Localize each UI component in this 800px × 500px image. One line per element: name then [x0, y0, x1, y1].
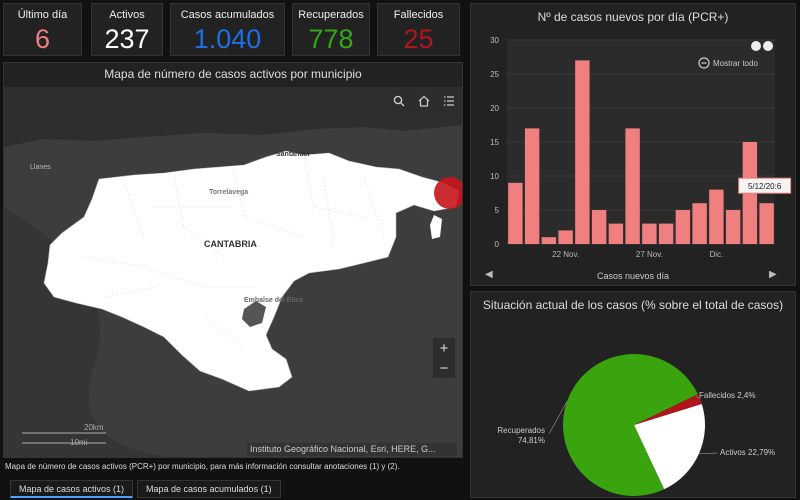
kpi-casos-acumulados: Casos acumulados 1.040 — [170, 3, 285, 56]
bar — [675, 210, 691, 244]
pie-label-fallecidos: Fallecidos 2,4% — [699, 391, 755, 400]
kpi-ultimo-dia: Último día 6 — [3, 3, 82, 56]
pie-slice-fallecidos — [634, 394, 702, 425]
bar — [591, 210, 607, 244]
kpi-value: 6 — [34, 24, 51, 54]
bar — [608, 223, 624, 244]
tab-casos-acumulados[interactable]: Mapa de casos acumulados (1) — [137, 480, 281, 498]
bar — [558, 230, 573, 244]
map-attribution[interactable]: Instituto Geográfico Nacional, Esri, HER… — [247, 443, 457, 456]
active-cases-circle — [434, 177, 462, 209]
bar — [692, 203, 707, 244]
y-tick-label: 0 — [495, 240, 500, 249]
y-tick-label: 15 — [490, 138, 499, 147]
pie-label-recuperados: 74,81% — [518, 436, 545, 445]
bar — [575, 60, 590, 245]
scale-km: 20km — [84, 423, 104, 432]
kpi-label: Último día — [17, 9, 68, 21]
x-tick-label: Dic. — [709, 250, 723, 259]
bar-tooltip-text: 5/12/20:6 — [748, 182, 782, 191]
zoom-control: + − — [433, 338, 455, 378]
bar — [759, 203, 774, 244]
kpi-recuperados: Recuperados 778 — [292, 3, 370, 56]
x-tick-label: 27 Nov. — [636, 250, 663, 259]
kpi-label: Casos acumulados — [180, 9, 275, 21]
y-tick-label: 30 — [490, 36, 499, 45]
show-all-button[interactable]: Mostrar todo — [698, 57, 758, 69]
kpi-fallecidos: Fallecidos 25 — [377, 3, 460, 56]
bar — [642, 223, 657, 244]
zoom-out-icon — [698, 57, 710, 69]
map-title: Mapa de número de casos activos por muni… — [104, 67, 362, 81]
show-all-label: Mostrar todo — [713, 59, 758, 68]
bar — [725, 210, 741, 244]
map-footnote: Mapa de número de casos activos (PCR+) p… — [5, 462, 400, 471]
y-tick-label: 20 — [490, 104, 499, 113]
y-tick-label: 25 — [490, 70, 499, 79]
place-embalse: Embalse del Ebro — [244, 297, 303, 304]
pager-dot-icon[interactable] — [751, 41, 761, 51]
zoom-in-button[interactable]: + — [439, 339, 449, 357]
bar — [625, 128, 640, 244]
kpi-activos: Activos 237 — [91, 3, 163, 56]
place-llanes: Llanes — [30, 164, 51, 171]
pie-label-activos: Activos 22,79% — [720, 448, 775, 457]
pie-chart-title: Situación actual de los casos (% sobre e… — [482, 298, 784, 312]
pie-chart-canvas: Fallecidos 2,4% Activos 22,79% Recuperados… — [497, 354, 775, 496]
tab-casos-activos[interactable]: Mapa de casos activos (1) — [10, 480, 134, 498]
place-torrelavega: Torrelavega — [209, 189, 248, 196]
pie-label-recuperados: Recuperados — [497, 426, 545, 435]
scale-mi: 10mi — [70, 438, 88, 447]
map-view[interactable]: Llanes Santander Torrelavega CANTABRIA E… — [4, 87, 462, 457]
kpi-label: Activos — [109, 9, 145, 21]
kpi-value: 25 — [403, 24, 434, 54]
legend-list-icon[interactable] — [436, 89, 461, 113]
bar — [658, 223, 674, 244]
pager-dot-icon[interactable] — [763, 41, 773, 51]
kpi-value: 778 — [308, 24, 354, 54]
pie-slice-activos — [634, 404, 705, 490]
bar-chart-panel: Nº de casos nuevos por día (PCR+) 0 5 10 15… — [470, 3, 796, 286]
leader-line — [698, 452, 718, 455]
pie-chart-panel: Situación actual de los casos (% sobre e… — [470, 291, 796, 498]
pie-slice-recuperados — [563, 354, 698, 496]
bar-chart-caption: Casos nuevos día — [596, 271, 670, 281]
home-icon[interactable] — [411, 89, 436, 113]
zoom-out-button[interactable]: − — [439, 359, 449, 377]
kpi-value: 1.040 — [193, 24, 262, 54]
bar-tooltip — [738, 177, 792, 194]
place-santander: Santander — [276, 151, 311, 158]
bar-chart-canvas: 0 5 10 15 20 25 30 22 Nov. 27 Nov. Dic. Mostrar to… — [490, 36, 792, 259]
y-tick-label: 5 — [495, 206, 500, 215]
bar — [541, 237, 557, 244]
leader-line — [695, 395, 701, 400]
search-icon[interactable] — [386, 89, 411, 113]
leader-line — [548, 401, 568, 435]
bar — [508, 182, 523, 244]
bar — [524, 128, 540, 244]
map-panel: Mapa de número de casos activos por muni… — [3, 62, 463, 458]
kpi-label: Fallecidos — [393, 9, 444, 21]
kpi-label: Recuperados — [298, 9, 364, 21]
y-tick-label: 10 — [490, 172, 499, 181]
bar — [709, 189, 724, 244]
x-tick-label: 22 Nov. — [552, 250, 579, 259]
next-arrow-icon[interactable]: ▶ — [769, 269, 777, 280]
map-canvas: Llanes Santander Torrelavega CANTABRIA E… — [4, 87, 462, 457]
place-cantabria: CANTABRIA — [204, 239, 257, 249]
bar-chart-title: Nº de casos nuevos por día (PCR+) — [537, 10, 729, 24]
prev-arrow-icon[interactable]: ◀ — [485, 269, 493, 280]
map-toolbar — [386, 89, 461, 113]
kpi-value: 237 — [104, 24, 150, 54]
bar-chart-footer: ◀ Casos nuevos día ▶ — [471, 267, 795, 287]
